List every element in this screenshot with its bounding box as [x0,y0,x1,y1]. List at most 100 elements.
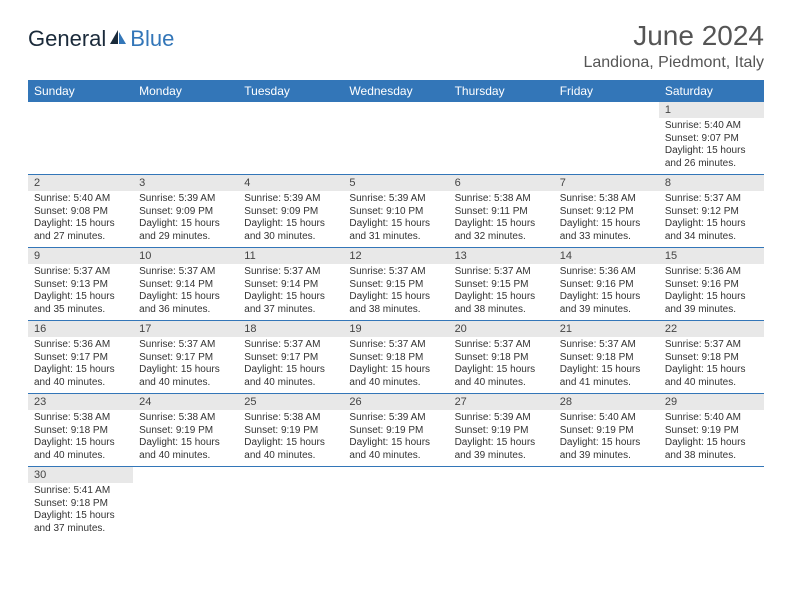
day-line: Sunrise: 5:37 AM [244,266,337,279]
day-line: Sunset: 9:09 PM [244,206,337,219]
day-body: Sunrise: 5:36 AMSunset: 9:16 PMDaylight:… [659,264,764,320]
day-line: Sunrise: 5:39 AM [349,412,442,425]
day-line: and 38 minutes. [665,450,758,463]
calendar-cell [238,102,343,175]
calendar-cell: 30Sunrise: 5:41 AMSunset: 9:18 PMDayligh… [28,467,133,540]
day-line: and 41 minutes. [560,377,653,390]
day-line: Sunset: 9:17 PM [244,352,337,365]
day-line: Daylight: 15 hours [455,437,548,450]
day-line: Sunset: 9:10 PM [349,206,442,219]
day-body: Sunrise: 5:37 AMSunset: 9:17 PMDaylight:… [133,337,238,393]
day-line: Daylight: 15 hours [665,218,758,231]
day-body: Sunrise: 5:37 AMSunset: 9:18 PMDaylight:… [659,337,764,393]
calendar-cell: 10Sunrise: 5:37 AMSunset: 9:14 PMDayligh… [133,248,238,321]
calendar-cell: 25Sunrise: 5:38 AMSunset: 9:19 PMDayligh… [238,394,343,467]
day-body: Sunrise: 5:37 AMSunset: 9:15 PMDaylight:… [343,264,448,320]
day-line: Sunrise: 5:37 AM [455,339,548,352]
calendar-cell [554,467,659,540]
day-line: and 38 minutes. [455,304,548,317]
day-body: Sunrise: 5:38 AMSunset: 9:12 PMDaylight:… [554,191,659,247]
day-body: Sunrise: 5:38 AMSunset: 9:19 PMDaylight:… [133,410,238,466]
day-line: Sunset: 9:19 PM [139,425,232,438]
day-number: 17 [133,321,238,337]
calendar-cell: 23Sunrise: 5:38 AMSunset: 9:18 PMDayligh… [28,394,133,467]
logo: General Blue [28,26,174,52]
day-line: Daylight: 15 hours [34,218,127,231]
day-line: Sunset: 9:14 PM [139,279,232,292]
day-line: Sunset: 9:19 PM [665,425,758,438]
day-line: Sunrise: 5:39 AM [139,193,232,206]
day-number: 4 [238,175,343,191]
day-line: Sunset: 9:15 PM [455,279,548,292]
day-line: Sunset: 9:17 PM [34,352,127,365]
day-line: Sunset: 9:19 PM [560,425,653,438]
day-line: and 35 minutes. [34,304,127,317]
day-number: 8 [659,175,764,191]
day-number: 19 [343,321,448,337]
day-line: and 39 minutes. [560,304,653,317]
calendar-cell: 28Sunrise: 5:40 AMSunset: 9:19 PMDayligh… [554,394,659,467]
day-body: Sunrise: 5:39 AMSunset: 9:19 PMDaylight:… [449,410,554,466]
day-header: Wednesday [343,80,448,102]
header: General Blue June 2024 Landiona, Piedmon… [28,20,764,72]
calendar-cell [449,102,554,175]
day-line: Sunset: 9:18 PM [349,352,442,365]
day-line: and 26 minutes. [665,158,758,171]
day-line: Daylight: 15 hours [560,364,653,377]
calendar-cell: 13Sunrise: 5:37 AMSunset: 9:15 PMDayligh… [449,248,554,321]
day-line: Sunrise: 5:39 AM [244,193,337,206]
day-line: Sunrise: 5:38 AM [560,193,653,206]
location: Landiona, Piedmont, Italy [583,54,764,72]
day-line: Sunrise: 5:36 AM [665,266,758,279]
calendar-cell [133,467,238,540]
day-line: Sunrise: 5:40 AM [665,412,758,425]
day-line: Daylight: 15 hours [139,437,232,450]
day-line: and 40 minutes. [34,450,127,463]
calendar-cell: 17Sunrise: 5:37 AMSunset: 9:17 PMDayligh… [133,321,238,394]
day-number: 15 [659,248,764,264]
day-line: Daylight: 15 hours [349,364,442,377]
day-line: Sunset: 9:12 PM [560,206,653,219]
day-line: Sunset: 9:19 PM [455,425,548,438]
day-line: Sunrise: 5:38 AM [244,412,337,425]
day-body: Sunrise: 5:40 AMSunset: 9:08 PMDaylight:… [28,191,133,247]
day-line: Sunset: 9:17 PM [139,352,232,365]
day-line: and 40 minutes. [665,377,758,390]
calendar-week: 9Sunrise: 5:37 AMSunset: 9:13 PMDaylight… [28,248,764,321]
day-body: Sunrise: 5:41 AMSunset: 9:18 PMDaylight:… [28,483,133,539]
day-line: and 39 minutes. [665,304,758,317]
day-body: Sunrise: 5:39 AMSunset: 9:19 PMDaylight:… [343,410,448,466]
day-line: Sunset: 9:18 PM [665,352,758,365]
calendar-cell: 29Sunrise: 5:40 AMSunset: 9:19 PMDayligh… [659,394,764,467]
day-body: Sunrise: 5:38 AMSunset: 9:18 PMDaylight:… [28,410,133,466]
day-line: and 40 minutes. [34,377,127,390]
day-number: 7 [554,175,659,191]
day-number: 9 [28,248,133,264]
calendar-cell: 1Sunrise: 5:40 AMSunset: 9:07 PMDaylight… [659,102,764,175]
calendar-cell: 16Sunrise: 5:36 AMSunset: 9:17 PMDayligh… [28,321,133,394]
day-line: Daylight: 15 hours [349,218,442,231]
day-number: 12 [343,248,448,264]
day-line: Sunrise: 5:40 AM [665,120,758,133]
day-number: 24 [133,394,238,410]
day-line: Daylight: 15 hours [349,291,442,304]
day-line: Daylight: 15 hours [139,364,232,377]
calendar-cell: 2Sunrise: 5:40 AMSunset: 9:08 PMDaylight… [28,175,133,248]
day-line: Sunrise: 5:37 AM [244,339,337,352]
day-line: Sunset: 9:09 PM [139,206,232,219]
day-line: and 40 minutes. [244,377,337,390]
calendar-cell: 11Sunrise: 5:37 AMSunset: 9:14 PMDayligh… [238,248,343,321]
day-body: Sunrise: 5:39 AMSunset: 9:10 PMDaylight:… [343,191,448,247]
calendar-cell [554,102,659,175]
calendar-cell: 4Sunrise: 5:39 AMSunset: 9:09 PMDaylight… [238,175,343,248]
day-number: 27 [449,394,554,410]
day-line: Sunset: 9:18 PM [455,352,548,365]
calendar-cell [659,467,764,540]
title-block: June 2024 Landiona, Piedmont, Italy [583,20,764,72]
day-line: and 32 minutes. [455,231,548,244]
day-number: 5 [343,175,448,191]
day-number: 6 [449,175,554,191]
day-body: Sunrise: 5:37 AMSunset: 9:17 PMDaylight:… [238,337,343,393]
day-line: and 27 minutes. [34,231,127,244]
day-line: Sunrise: 5:40 AM [560,412,653,425]
